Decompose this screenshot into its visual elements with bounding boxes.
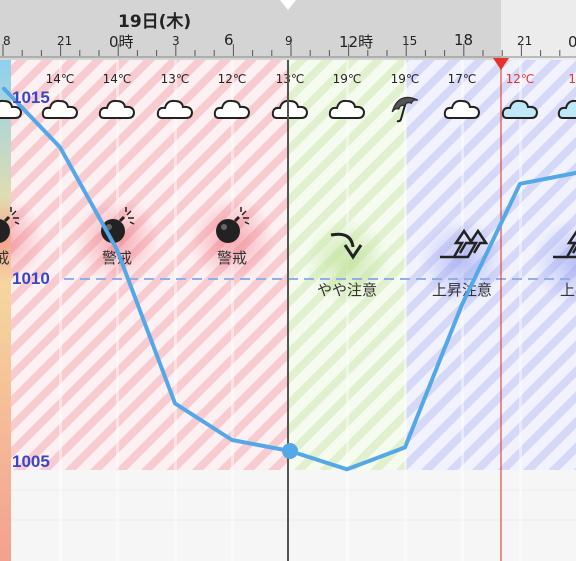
column-separator (174, 60, 177, 561)
hour-tick-label: 12時 (339, 33, 374, 51)
badge-label: やや注意 (316, 281, 378, 299)
temperature-label: 17℃ (447, 72, 477, 86)
bomb-icon (216, 207, 250, 243)
pressure-badge-warning[interactable]: 警戒 (187, 195, 277, 285)
pressure-label-1010: 1010 (12, 269, 50, 288)
column-separator (231, 60, 234, 561)
column-separator (346, 60, 349, 561)
cloud-icon (155, 92, 195, 124)
badge-label: 上昇 (559, 281, 576, 299)
column-separator (59, 60, 62, 561)
temperature-label: 12℃ (505, 72, 535, 86)
temperature-label: 14℃ (45, 72, 75, 86)
hour-tick-label: 6 (224, 31, 234, 49)
cloud-icon (40, 92, 80, 124)
pressure-label-1015: 1015 (12, 88, 50, 107)
cloud-icon (442, 92, 482, 124)
now-marker (493, 58, 509, 70)
pressure-badge-rise[interactable]: 上昇 (530, 217, 576, 307)
temperature-label: 10 (568, 72, 576, 86)
pressure-scale-bar (0, 60, 11, 561)
pressure-badge-warning[interactable]: 戒 (0, 195, 47, 285)
cloud-icon (270, 92, 310, 124)
temperature-label: 19℃ (332, 72, 362, 86)
badge-label: 上昇注意 (431, 281, 493, 299)
pressure-badge-rise[interactable]: 上昇注意 (417, 217, 507, 307)
cloud-icon (97, 92, 137, 124)
hour-tick-label: 8 (3, 34, 11, 48)
rising-arrows-icon (440, 228, 488, 259)
curve-arrow-icon (330, 232, 363, 260)
hour-tick-label: 9 (285, 34, 293, 48)
hour-tick-label: 21 (517, 34, 533, 48)
bomb-icon (0, 207, 20, 243)
column-separator (404, 60, 407, 561)
timeline-header-future (501, 0, 576, 60)
pressure-badge-caution[interactable]: やや注意 (302, 217, 392, 307)
date-label: 19日(木) (118, 12, 192, 32)
column-separator (519, 60, 522, 561)
umbrella-icon (385, 92, 425, 124)
cloud-icon (212, 92, 252, 124)
badge-label: 警戒 (101, 249, 133, 267)
badge-label: 戒 (0, 249, 10, 267)
temperature-label: 13℃ (275, 72, 305, 86)
hour-tick-label: 3 (172, 34, 180, 48)
cloud-icon (0, 92, 24, 124)
temperature-label: 12℃ (217, 72, 247, 86)
hour-tick-label: 18 (454, 31, 474, 49)
cloud-icon (327, 92, 367, 124)
hour-tick-label: 0時 (109, 33, 134, 51)
bomb-icon (101, 207, 135, 243)
badge-label: 警戒 (216, 249, 248, 267)
temperature-label: 13℃ (160, 72, 190, 86)
hour-tick-label: 0時 (568, 33, 576, 51)
column-separator (461, 60, 464, 561)
pressure-label-1005: 1005 (12, 452, 50, 471)
column-separator (116, 60, 119, 561)
rising-arrows-icon (553, 230, 576, 259)
temperature-label: 19℃ (390, 72, 420, 86)
selected-point[interactable] (282, 443, 298, 459)
cloud-cyan-icon (556, 92, 576, 124)
tick-marks (0, 0, 576, 58)
pressure-badge-warning[interactable]: 警戒 (72, 195, 162, 285)
temperature-label: 14℃ (102, 72, 132, 86)
cloud-cyan-icon (500, 92, 540, 124)
